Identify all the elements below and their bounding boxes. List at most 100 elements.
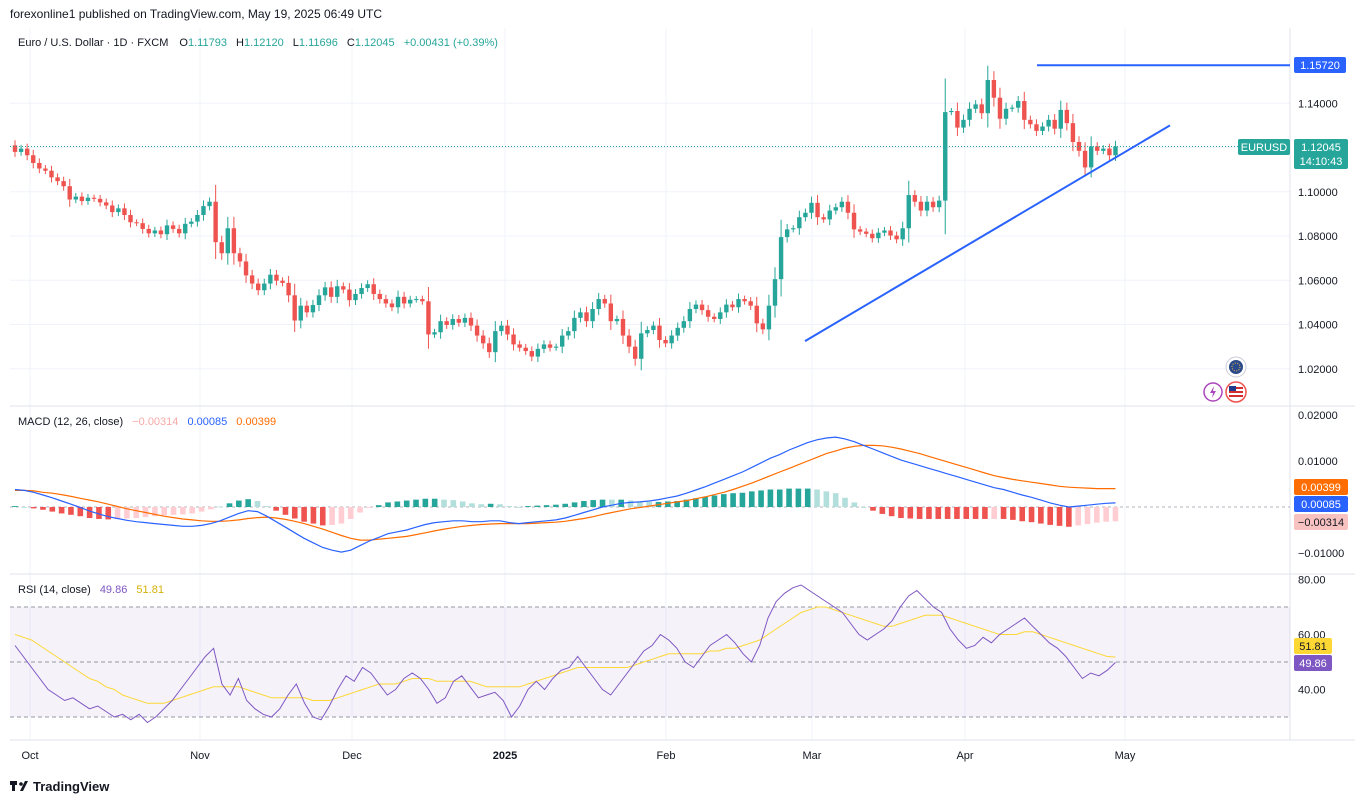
- macd-histogram-bar: [683, 499, 690, 507]
- macd-histogram-bar: [898, 507, 904, 519]
- candle: [766, 294, 772, 341]
- candle: [602, 294, 607, 308]
- macd-histogram-bar: [851, 502, 858, 507]
- candle-body: [827, 210, 832, 220]
- candle: [249, 269, 255, 290]
- candle-body: [505, 325, 510, 335]
- symbol-legend: Euro / U.S. Dollar · 1D · FXCM O1.11793 …: [18, 37, 498, 49]
- candle-body: [353, 293, 358, 301]
- candle-body: [298, 305, 303, 321]
- macd-histogram-bar: [1103, 507, 1109, 522]
- candle-body: [371, 284, 376, 294]
- candle-body: [821, 217, 826, 220]
- candle: [572, 310, 577, 339]
- candle-body: [499, 325, 504, 332]
- candle-body: [778, 237, 784, 280]
- candle-body: [584, 312, 589, 322]
- candle-body: [359, 287, 364, 294]
- candle-body: [772, 279, 778, 306]
- candle-body: [256, 283, 261, 291]
- macd-histogram-bar: [982, 507, 988, 519]
- candle: [535, 343, 541, 362]
- candle: [827, 204, 832, 226]
- candle-body: [249, 275, 255, 284]
- macd-histogram-bar: [1010, 507, 1016, 520]
- macd-histogram-bar: [814, 489, 820, 507]
- candle-body: [620, 318, 626, 336]
- macd-histogram-bar: [609, 499, 615, 507]
- candle-body: [797, 217, 802, 229]
- candle: [529, 346, 534, 362]
- macd-histogram-bar: [385, 502, 391, 507]
- candle: [997, 87, 1003, 129]
- candle: [693, 300, 699, 314]
- candle: [359, 283, 364, 299]
- macd-histogram-bar: [86, 507, 93, 519]
- candle: [669, 330, 674, 349]
- candle: [499, 321, 504, 336]
- macd-histogram-bar: [459, 501, 466, 507]
- candle-body: [128, 214, 133, 223]
- candle-body: [991, 80, 997, 98]
- candle: [523, 343, 528, 355]
- symbol-title: Euro / U.S. Dollar · 1D · FXCM: [18, 37, 168, 49]
- candle-body: [426, 301, 431, 335]
- candle-body: [158, 230, 164, 235]
- macd-histogram-bar: [702, 496, 708, 507]
- candle-body: [152, 230, 158, 234]
- candle: [754, 296, 759, 333]
- candle-body: [1095, 146, 1100, 151]
- economic-calendar-icon[interactable]: [1225, 356, 1247, 378]
- candle-body: [809, 202, 814, 213]
- candle-body: [675, 327, 680, 336]
- candle-body: [1101, 148, 1106, 151]
- macd-histogram-bar: [422, 498, 429, 507]
- svg-text:51.81: 51.81: [1299, 641, 1327, 653]
- candle: [1040, 122, 1045, 136]
- candle-body: [231, 228, 237, 254]
- candle-body: [833, 207, 838, 211]
- macd-histogram-bar: [58, 507, 65, 514]
- macd-histogram-bar: [553, 504, 559, 507]
- candle: [189, 218, 194, 228]
- candle: [924, 195, 930, 217]
- flash-icon[interactable]: [1203, 382, 1223, 402]
- candle-body: [973, 104, 978, 109]
- macd-histogram-bar: [823, 491, 830, 507]
- candle-body: [851, 212, 857, 230]
- svg-text:49.86: 49.86: [1299, 658, 1327, 670]
- candle: [772, 267, 778, 318]
- candle: [614, 315, 620, 325]
- macd-histogram-bar: [282, 507, 289, 515]
- candle: [371, 278, 376, 301]
- rsi-pane[interactable]: [14, 584, 1116, 724]
- candle: [164, 219, 170, 240]
- price-tick-label: 1.04000: [1298, 320, 1338, 332]
- candle: [748, 297, 753, 310]
- candle: [158, 226, 164, 239]
- macd-histogram-bar: [627, 500, 634, 507]
- candle-body: [304, 305, 310, 313]
- overlays[interactable]: [10, 64, 1290, 342]
- candle: [833, 203, 838, 215]
- candle: [152, 226, 158, 238]
- candles[interactable]: [12, 65, 1118, 371]
- candle: [560, 329, 565, 354]
- candle-body: [146, 228, 151, 234]
- macd-histogram-bar: [581, 501, 587, 507]
- macd-histogram-bar: [599, 499, 606, 507]
- us-flag-icon[interactable]: [1225, 381, 1247, 403]
- candle-body: [566, 331, 571, 336]
- macd-pane[interactable]: [10, 436, 1290, 553]
- macd-histogram-bar: [96, 507, 102, 519]
- candle-body: [888, 230, 893, 236]
- candle-body: [480, 335, 486, 344]
- candle: [268, 268, 273, 290]
- candle-body: [414, 299, 419, 301]
- candle-body: [134, 222, 139, 224]
- candle: [322, 281, 328, 301]
- macd-histogram-bar: [637, 501, 643, 507]
- macd-histogram-bar: [963, 507, 970, 519]
- time-tick-label: Dec: [342, 750, 362, 762]
